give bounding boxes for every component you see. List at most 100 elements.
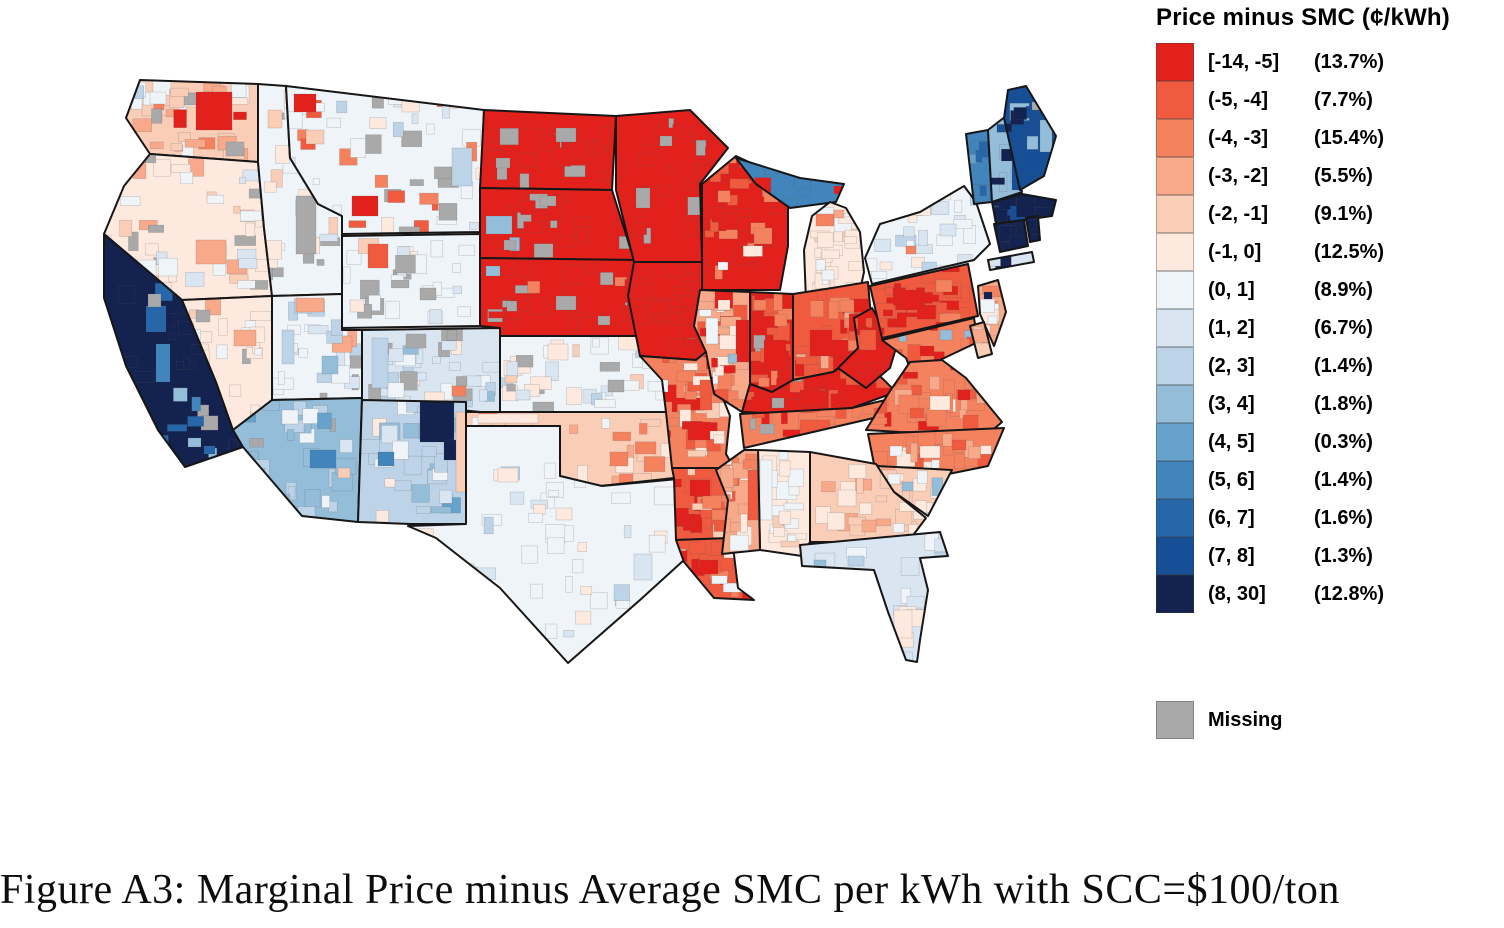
legend-row: (0, 1] (8.9%) xyxy=(1156,271,1496,309)
state-KS xyxy=(499,335,667,413)
state-NH xyxy=(987,115,1023,203)
state-AZ xyxy=(232,397,363,523)
county-speckle-CO xyxy=(368,328,500,411)
legend-swatch xyxy=(1156,309,1194,347)
legend-percent-label: (1.4%) xyxy=(1314,468,1373,491)
state-border-MI-UP xyxy=(735,157,845,209)
county-speckle-WY xyxy=(343,238,475,325)
county-speckle-VT xyxy=(969,140,991,203)
legend-percent-label: (13.7%) xyxy=(1314,50,1385,73)
state-border-TX xyxy=(407,425,685,664)
county-speckle-MI xyxy=(810,207,863,299)
legend-range-label: (-1, 0] xyxy=(1208,240,1262,263)
state-fill-FL xyxy=(800,532,948,662)
state-FL xyxy=(799,531,949,663)
legend-row: [-14, -5] (13.7%) xyxy=(1156,43,1496,81)
legend-swatch xyxy=(1156,233,1194,271)
county-speckle-NM xyxy=(360,400,466,523)
legend-swatch xyxy=(1156,423,1194,461)
figure-caption: Figure A3: Marginal Price minus Average … xyxy=(0,867,1340,913)
state-border-NH xyxy=(987,115,1023,203)
state-CT xyxy=(993,219,1029,253)
legend-title: Price minus SMC (¢/kWh) xyxy=(1156,4,1450,31)
state-border-MS xyxy=(715,449,761,555)
legend-swatch xyxy=(1156,347,1194,385)
legend-swatch xyxy=(1156,575,1194,613)
legend-percent-label: (1.3%) xyxy=(1314,544,1373,567)
state-border-NY-LI xyxy=(987,251,1035,271)
legend-percent-label: (12.8%) xyxy=(1314,582,1385,605)
legend-range-label: (-4, -3] xyxy=(1208,126,1268,149)
state-NE xyxy=(479,257,661,337)
legend-percent-label: (12.5%) xyxy=(1314,240,1385,263)
state-MS xyxy=(715,449,761,555)
legend-range-label: (0, 1] xyxy=(1208,278,1255,301)
state-MT xyxy=(285,85,485,235)
map-legend: Price minus SMC (¢/kWh) [-14, -5] (13.7%)… xyxy=(1156,4,1496,739)
legend-row: (2, 3] (1.4%) xyxy=(1156,347,1496,385)
legend-percent-label: (8.9%) xyxy=(1314,278,1373,301)
legend-range-label: (7, 8] xyxy=(1208,544,1255,567)
state-AL xyxy=(757,449,811,557)
state-RI xyxy=(1025,215,1041,243)
legend-row: (8, 30] (12.8%) xyxy=(1156,575,1496,613)
legend-row: (-3, -2] (5.5%) xyxy=(1156,157,1496,195)
legend-row: (1, 2] (6.7%) xyxy=(1156,309,1496,347)
legend-swatch xyxy=(1156,385,1194,423)
legend-row: (-2, -1] (9.1%) xyxy=(1156,195,1496,233)
legend-percent-label: (1.6%) xyxy=(1314,506,1373,529)
legend-range-label: (1, 2] xyxy=(1208,316,1255,339)
legend-range-label: (2, 3] xyxy=(1208,354,1255,377)
state-border-FL xyxy=(799,531,949,663)
state-IL xyxy=(693,289,751,413)
state-border-CT xyxy=(993,219,1029,253)
legend-row: (-1, 0] (12.5%) xyxy=(1156,233,1496,271)
legend-percent-label: (7.7%) xyxy=(1314,88,1373,111)
legend-row: (6, 7] (1.6%) xyxy=(1156,499,1496,537)
legend-row: (-4, -3] (15.4%) xyxy=(1156,119,1496,157)
state-border-DE xyxy=(969,321,993,359)
legend-percent-label: (0.3%) xyxy=(1314,430,1373,453)
county-speckle-AL xyxy=(759,451,810,556)
state-IA xyxy=(627,261,712,361)
legend-percent-label: (9.1%) xyxy=(1314,202,1373,225)
legend-swatch xyxy=(1156,499,1194,537)
state-border-MA xyxy=(991,193,1057,225)
state-WI xyxy=(701,155,789,291)
legend-row: (4, 5] (0.3%) xyxy=(1156,423,1496,461)
county-speckle-ND xyxy=(486,110,616,190)
state-SD xyxy=(479,187,635,261)
legend-percent-label: (5.5%) xyxy=(1314,164,1373,187)
state-WA xyxy=(125,79,259,163)
state-border-RI xyxy=(1025,215,1041,243)
legend-swatch xyxy=(1156,461,1194,499)
county-speckle-CT xyxy=(999,223,1028,252)
legend-swatch xyxy=(1156,43,1194,81)
state-border-NJ xyxy=(977,279,1007,347)
state-border-AZ xyxy=(232,397,363,523)
county-speckle-SD xyxy=(485,188,633,258)
legend-range-label: (-5, -4] xyxy=(1208,88,1268,111)
state-ND xyxy=(479,109,617,191)
county-speckle-MT xyxy=(286,86,483,234)
legend-range-label: (4, 5] xyxy=(1208,430,1255,453)
legend-row: (3, 4] (1.8%) xyxy=(1156,385,1496,423)
legend-row: (5, 6] (1.4%) xyxy=(1156,461,1496,499)
legend-range-label: (3, 4] xyxy=(1208,392,1255,415)
state-OR xyxy=(103,153,273,301)
state-NJ xyxy=(977,279,1007,347)
state-NY-LI xyxy=(987,251,1035,271)
legend-range-label: (5, 6] xyxy=(1208,468,1255,491)
state-fill-MI-UP xyxy=(736,158,844,208)
legend-missing-row: Missing xyxy=(1156,701,1496,739)
legend-range-label: (-2, -1] xyxy=(1208,202,1268,225)
legend-row: (7, 8] (1.3%) xyxy=(1156,537,1496,575)
state-NY xyxy=(864,185,991,285)
state-CO xyxy=(361,327,501,415)
legend-range-label: (6, 7] xyxy=(1208,506,1255,529)
legend-swatch xyxy=(1156,271,1194,309)
state-PA xyxy=(869,263,979,339)
legend-percent-label: (6.7%) xyxy=(1314,316,1373,339)
state-border-PA xyxy=(869,263,979,339)
